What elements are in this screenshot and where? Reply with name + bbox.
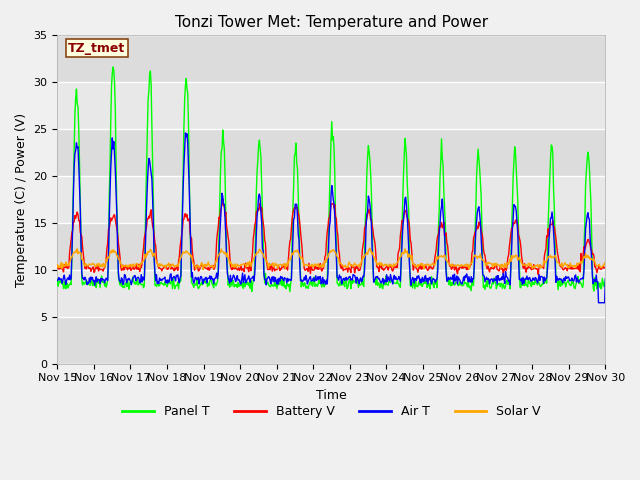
Bar: [58, 270, 605, 317]
Legend: Panel T, Battery V, Air T, Solar V: Panel T, Battery V, Air T, Solar V: [118, 400, 545, 423]
Bar: [58, 223, 605, 270]
Bar: [58, 36, 605, 82]
Title: Tonzi Tower Met: Temperature and Power: Tonzi Tower Met: Temperature and Power: [175, 15, 488, 30]
X-axis label: Time: Time: [316, 389, 347, 402]
Bar: [58, 129, 605, 176]
Bar: [58, 176, 605, 223]
Bar: [58, 82, 605, 129]
Text: TZ_tmet: TZ_tmet: [68, 42, 125, 55]
Bar: [58, 317, 605, 364]
Y-axis label: Temperature (C) / Power (V): Temperature (C) / Power (V): [15, 112, 28, 287]
